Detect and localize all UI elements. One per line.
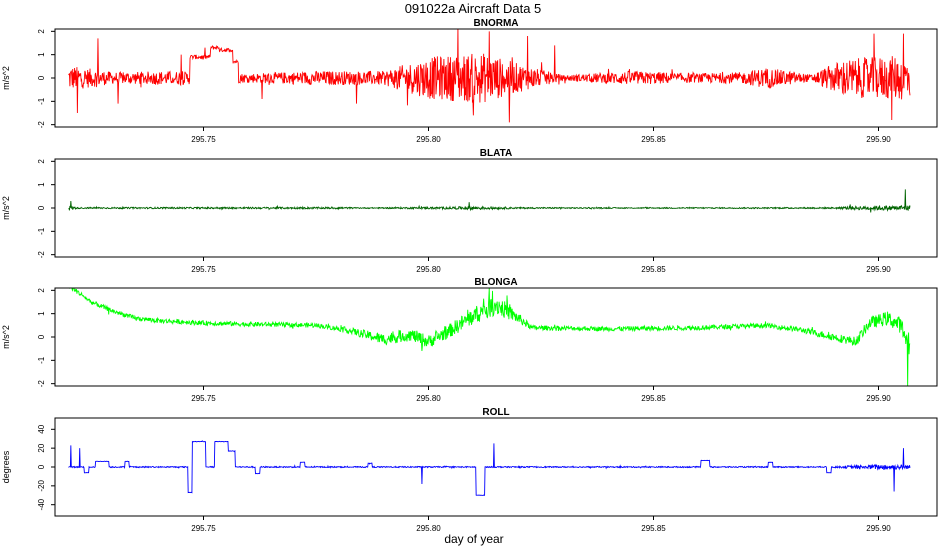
y-tick-label: 1 [37, 52, 46, 57]
y-tick-label: -2 [37, 251, 46, 259]
panel-title: BLATA [480, 148, 512, 159]
x-tick-label: 295.90 [866, 265, 891, 274]
y-tick-label: -20 [37, 480, 46, 492]
panels: BNORMA 295.75 295.80 295.85 295.90 -2 -1 0 1 2 m/s… [1, 18, 938, 533]
plot-frame [54, 287, 938, 387]
y-tick-label: 0 [37, 334, 46, 339]
y-axis-label: m/s^2 [1, 66, 11, 90]
y-tick-label: 1 [37, 182, 46, 187]
series-line-bnorma [68, 29, 911, 123]
x-tick-label: 295.90 [866, 135, 891, 144]
x-tick-label: 295.80 [416, 265, 441, 274]
x-tick-label: 295.80 [416, 394, 441, 403]
x-tick-label: 295.85 [641, 265, 666, 274]
y-tick-label: 2 [37, 159, 46, 164]
series-line-roll [68, 440, 911, 496]
y-tick-label: 2 [37, 288, 46, 293]
y-tick-label: 2 [37, 29, 46, 34]
x-tick-label: 295.90 [866, 524, 891, 533]
y-axis-label: m/s^2 [1, 196, 11, 220]
y-tick-label: 0 [37, 205, 46, 210]
y-tick-label: 20 [37, 443, 46, 452]
y-tick-label: 0 [37, 75, 46, 80]
x-tick-label: 295.85 [641, 524, 666, 533]
panel-blonga: BLONGA 295.75 295.80 295.85 295.90 -2 -1 0 1 2 m/s… [1, 277, 938, 403]
figure-title: 091022a Aircraft Data 5 [405, 1, 542, 16]
y-tick-label: 0 [37, 464, 46, 469]
x-tick-label: 295.80 [416, 135, 441, 144]
panel-blata: BLATA 295.75 295.80 295.85 295.90 -2 -1 0 1 2 m/s^… [1, 148, 938, 274]
panel-title: ROLL [482, 407, 509, 418]
panel-bnorma: BNORMA 295.75 295.80 295.85 295.90 -2 -1 0 1 2 m/s… [1, 18, 938, 144]
panel-title: BLONGA [474, 277, 517, 288]
y-tick-label: -2 [37, 121, 46, 129]
series-line-blata [68, 189, 911, 213]
y-tick-label: -1 [37, 97, 46, 105]
y-tick-label: -1 [37, 227, 46, 235]
series-line-blonga [68, 288, 911, 386]
x-tick-label: 295.75 [191, 265, 216, 274]
x-axis-title: day of year [444, 532, 503, 546]
x-tick-label: 295.85 [641, 135, 666, 144]
x-tick-label: 295.85 [641, 394, 666, 403]
panel-title: BNORMA [474, 18, 519, 29]
y-axis-label: m/s^2 [1, 325, 11, 349]
x-tick-label: 295.75 [191, 524, 216, 533]
y-tick-label: 1 [37, 311, 46, 316]
x-tick-label: 295.80 [416, 524, 441, 533]
y-axis-label: degrees [1, 450, 11, 483]
x-tick-label: 295.90 [866, 394, 891, 403]
y-tick-label: 40 [37, 424, 46, 433]
x-tick-label: 295.75 [191, 394, 216, 403]
x-tick-label: 295.75 [191, 135, 216, 144]
y-tick-label: -40 [37, 498, 46, 510]
y-tick-label: -2 [37, 380, 46, 388]
panel-roll: ROLL 295.75 295.80 295.85 295.90 -40 -20 0 20 40 d… [1, 407, 938, 533]
y-tick-label: -1 [37, 356, 46, 364]
